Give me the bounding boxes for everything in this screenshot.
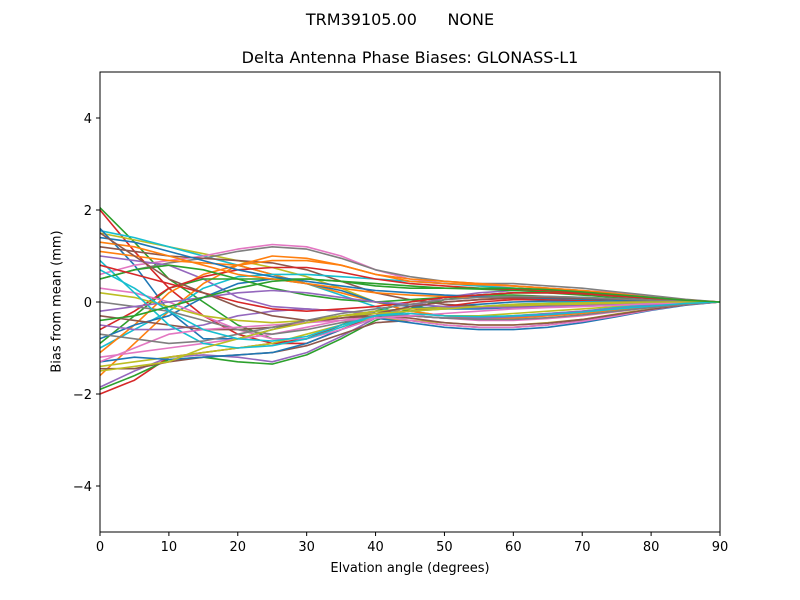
series-line [99,236,721,303]
x-tick-label: 80 [643,540,660,555]
x-tick-label: 90 [712,540,729,555]
y-tick-label: 2 [84,204,92,219]
x-tick-label: 30 [298,540,315,555]
x-tick-label: 0 [96,540,104,555]
series-line [99,278,721,322]
x-tick-label: 40 [367,540,384,555]
series-line [99,292,721,324]
y-tick-label: 4 [84,112,92,127]
x-tick-label: 50 [436,540,453,555]
y-axis-label: Bias from mean (mm) [49,230,65,373]
y-tick-label: 0 [84,296,92,311]
y-tick-label: −4 [73,480,92,495]
series-line [99,301,721,363]
series-line [99,269,721,342]
y-tick-label: −2 [73,388,92,403]
series-line [99,207,721,340]
x-tick-label: 70 [574,540,591,555]
data-series-group [99,207,721,395]
x-axis-label: Elvation angle (degrees) [330,561,490,576]
y-axis-ticks: −4 −2 0 2 4 [73,112,100,495]
x-tick-label: 20 [230,540,247,555]
x-tick-label: 60 [505,540,522,555]
series-line [99,259,721,354]
x-tick-label: 10 [161,540,178,555]
figure-suptitle: TRM39105.00 NONE [305,10,495,29]
chart-title: Delta Antenna Phase Biases: GLONASS-L1 [241,48,579,67]
series-line [99,301,720,372]
series-line [99,295,721,345]
x-axis-ticks: 0 10 20 30 40 50 60 70 80 90 [96,532,728,555]
